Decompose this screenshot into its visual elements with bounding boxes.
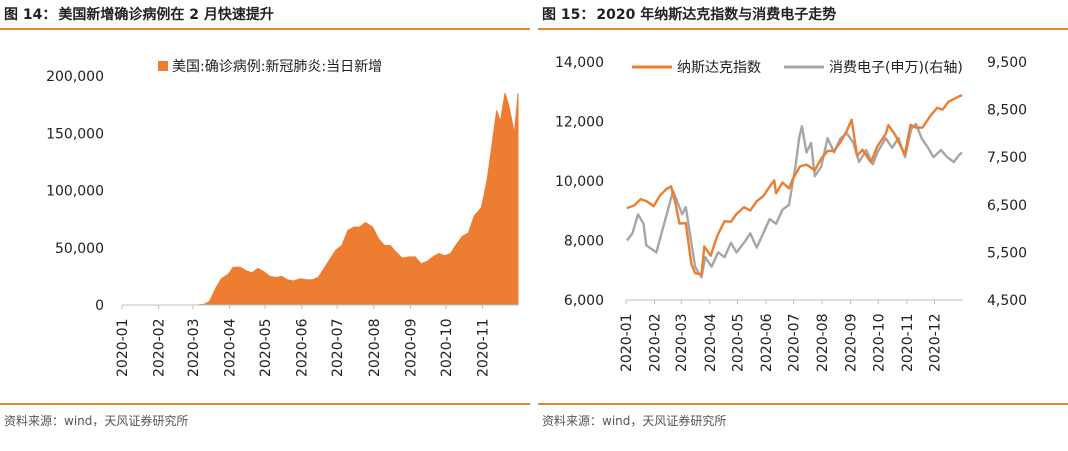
cases-area-series [146,93,519,306]
figure-15-source: 资料来源：wind，天风证券研究所 [542,414,727,428]
y-right-tick-label: 5,500 [987,245,1027,261]
legend-label-nasdaq: 纳斯达克指数 [677,60,761,76]
x-tick-label: 2020-10 [439,319,455,378]
x-tick-label: 2020-03 [674,314,690,373]
figure-14-bottom-rule [0,403,530,405]
nasdaq-line [626,93,963,276]
x-tick-label: 2020-06 [295,318,311,377]
y-tick-label: 0 [95,298,104,314]
figure-15-title: 图 15： 2020 年纳斯达克指数与消费电子走势 [542,4,836,24]
y-left-tick-label: 12,000 [555,115,604,131]
legend-label-cases: 美国:确诊病例:新冠肺炎:当日新增 [172,59,382,75]
x-tick-label: 2020-11 [476,318,492,377]
figure-15-bottom-rule [538,403,1068,405]
y-right-tick-label: 8,500 [987,103,1027,119]
x-tick-label: 2020-07 [787,314,803,373]
y-tick-label: 200,000 [46,69,104,85]
y-tick-label: 100,000 [46,184,104,200]
x-tick-label: 2020-04 [703,313,719,372]
y-right-tick-label: 9,500 [987,55,1027,71]
nasdaq-consumer-electronics-line-chart: 6,000 8,000 10,000 12,000 14,000 4,500 5,500 6,… [555,55,1027,373]
y-right-tick-label: 6,500 [987,198,1027,214]
x-tick-label: 2020-04 [223,318,239,377]
cases-area-chart: 0 50,000 100,000 150,000 200,000 2020-01 2020-… [46,59,519,378]
x-tick-label: 2020-02 [152,319,168,378]
x-tick-label: 2020-03 [186,319,202,378]
figure-14-title-text: 美国新增确诊病例在 2 月快速提升 [58,7,274,23]
figure-14-title: 图 14： 美国新增确诊病例在 2 月快速提升 [4,4,274,24]
x-tick-label: 2020-08 [815,314,831,373]
x-tick-label: 2020-02 [648,314,664,373]
legend-label-consumer-electronics: 消费电子(申万)(右轴) [829,60,963,76]
x-tick-label: 2020-09 [403,319,419,378]
x-tick-label: 2020-01 [619,314,635,373]
x-tick-label: 2020-08 [367,319,383,378]
figure-15-number: 图 15： [542,7,595,23]
figure-15-title-text: 2020 年纳斯达克指数与消费电子走势 [596,7,837,23]
x-tick-label: 2020-06 [759,313,775,372]
y-left-tick-label: 10,000 [555,174,604,190]
y-left-tick-label: 6,000 [564,293,604,309]
figure-14-panel: 图 14： 美国新增确诊病例在 2 月快速提升 0 50,000 100,000 150… [0,0,530,451]
figure-14-number: 图 14： [4,7,57,23]
x-tick-label: 2020-11 [900,314,916,373]
legend-swatch-cases [158,61,168,71]
x-tick-label: 2020-01 [115,319,131,378]
figure-14-source: 资料来源：wind，天风证券研究所 [4,414,189,428]
x-tick-label: 2020-10 [871,314,887,373]
consumer-electronics-line [625,122,963,279]
figure-14-top-rule [0,28,530,30]
figure-15-panel: 图 15： 2020 年纳斯达克指数与消费电子走势 6,000 8,000 10,00… [538,0,1068,451]
y-right-tick-label: 4,500 [987,293,1027,309]
y-tick-label: 150,000 [46,126,104,142]
x-tick-label: 2020-09 [844,314,860,373]
x-tick-label: 2020-05 [730,314,746,373]
y-left-tick-label: 8,000 [564,234,604,250]
y-right-tick-label: 7,500 [987,150,1027,166]
x-tick-label: 2020-07 [330,319,346,378]
y-left-tick-label: 14,000 [555,55,604,71]
x-tick-label: 2020-12 [927,314,943,373]
figure-15-top-rule [538,28,1068,30]
x-tick-label: 2020-05 [258,319,274,378]
y-tick-label: 50,000 [55,241,104,257]
